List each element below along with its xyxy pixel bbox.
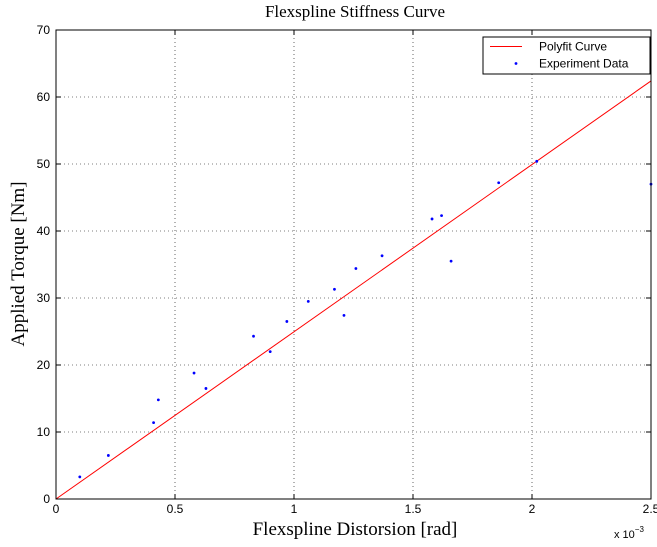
legend: Polyfit Curve Experiment Data — [482, 36, 651, 75]
x-exponent-base: x 10 — [614, 529, 635, 541]
y-tick-labels: 0 10 20 30 40 50 60 70 — [37, 23, 51, 506]
experiment-data-point — [354, 267, 358, 270]
experiment-data-point — [380, 254, 384, 258]
y-tick-label: 50 — [37, 157, 51, 171]
experiment-data-point — [106, 454, 110, 457]
experiment-data-point — [268, 350, 272, 353]
legend-entry-experiment: Experiment Data — [539, 57, 629, 71]
y-axis-label: Applied Torque [Nm] — [8, 181, 29, 346]
grid-lines — [56, 30, 651, 499]
x-tick-label: 2.5 — [643, 502, 657, 516]
experiment-data-point — [192, 371, 196, 375]
plot-frame — [55, 29, 652, 500]
y-tick-label: 40 — [37, 224, 51, 238]
chart-title: Flexspline Stiffness Curve — [265, 2, 445, 21]
y-tick-label: 20 — [37, 358, 51, 372]
x-tick-label: 1 — [291, 502, 298, 516]
experiment-data-point — [497, 181, 501, 185]
x-tick-labels: 0 0.5 1 1.5 2 2.5 — [53, 502, 657, 516]
experiment-data-point — [78, 475, 82, 479]
y-tick-label: 60 — [37, 90, 51, 104]
svg-text:x 10−3: x 10−3 — [614, 525, 644, 541]
y-tick-label: 70 — [37, 23, 51, 37]
experiment-data-point — [156, 398, 160, 402]
y-tick-label: 30 — [37, 291, 51, 305]
experiment-data-point — [306, 299, 310, 303]
experiment-data-point — [285, 320, 289, 323]
x-tick-label: 1.5 — [405, 502, 422, 516]
axis-ticks — [55, 29, 652, 500]
x-exponent-label: x 10−3 — [614, 525, 644, 541]
experiment-data-point — [449, 259, 453, 263]
experiment-data-point — [535, 159, 539, 163]
legend-entry-polyfit: Polyfit Curve — [539, 40, 607, 54]
experiment-data-point — [252, 334, 255, 338]
legend-box — [482, 36, 651, 75]
x-exponent-power: −3 — [635, 525, 645, 534]
experiment-data-point — [333, 287, 336, 291]
experiment-data-point — [342, 314, 346, 317]
x-tick-label: 2 — [529, 502, 536, 516]
polyfit-curve-line — [55, 80, 652, 500]
x-tick-label: 0 — [53, 502, 60, 516]
experiment-data-point — [430, 217, 434, 221]
legend-point-sample — [514, 62, 518, 65]
experiment-data-point — [152, 421, 155, 425]
experiment-data-point — [204, 387, 208, 390]
plot-series — [55, 80, 653, 500]
x-tick-label: 0.5 — [167, 502, 184, 516]
y-tick-label: 10 — [37, 425, 51, 439]
y-tick-label: 0 — [43, 492, 50, 506]
experiment-data-point — [440, 214, 443, 217]
x-axis-label: Flexspline Distorsion [rad] — [253, 519, 458, 540]
